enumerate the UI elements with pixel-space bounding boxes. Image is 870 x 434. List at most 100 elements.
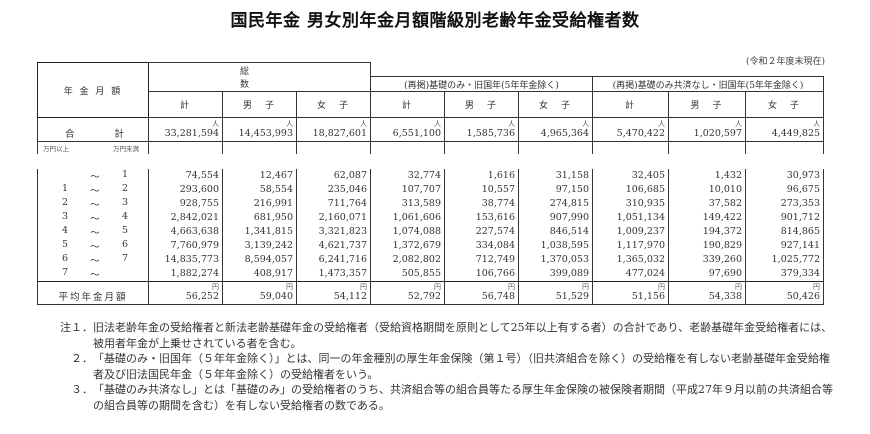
unit-label: 円 bbox=[360, 283, 367, 291]
unit-label: 人 bbox=[735, 119, 743, 128]
cell-value: 1,432 bbox=[668, 169, 746, 183]
cell-value: 10,010 bbox=[668, 183, 746, 197]
cell-value: 901,712 bbox=[745, 211, 824, 225]
group-header-total: 総 数 bbox=[147, 62, 405, 92]
pension-table-body: ～ 1 74,554 12,467 62,087 32,774 1,616 31,158 32,… bbox=[37, 169, 824, 305]
cell-value: 216,991 bbox=[222, 197, 297, 211]
cell-value: 56,748 bbox=[481, 291, 515, 302]
cell-value: 31,158 bbox=[518, 169, 593, 183]
range-from: 2 bbox=[61, 197, 69, 208]
unit-label: 円 bbox=[212, 283, 219, 291]
table-row: 1 ～ 2 293,600 58,554 235,046 107,707 10,557 97,1… bbox=[37, 183, 824, 197]
pension-table: 年 金 月 額 総 数 (再掲)基礎のみ・旧国年(5年年金除く) (再掲)基礎の… bbox=[37, 62, 825, 155]
unit-label: 人 bbox=[658, 119, 666, 128]
total-label: 合 bbox=[65, 128, 76, 140]
cell-value: 106,685 bbox=[592, 183, 669, 197]
cell-value: 51,156 bbox=[631, 291, 665, 302]
cell-value: 1,025,772 bbox=[745, 253, 824, 267]
unit-label: 人 bbox=[360, 119, 368, 128]
cell-value: 97,150 bbox=[518, 183, 593, 197]
footnote-number: ３． bbox=[60, 383, 93, 396]
cell-value: 96,675 bbox=[745, 183, 824, 197]
cell-value: 2,082,802 bbox=[370, 253, 445, 267]
group-header-kiso: (再掲)基礎のみ・旧国年(5年年金除く) bbox=[370, 76, 594, 92]
cell-value: 4,449,825 bbox=[771, 127, 821, 139]
cell-value: 273,353 bbox=[745, 197, 824, 211]
cell-value: 2,842,021 bbox=[148, 211, 223, 225]
footnote-number: ２． bbox=[60, 352, 93, 365]
cell-value: 7,760,979 bbox=[148, 239, 223, 253]
cell-value: 59,040 bbox=[259, 291, 293, 302]
range-tilde: ～ bbox=[90, 256, 100, 267]
cell-value: 38,774 bbox=[444, 197, 519, 211]
page-title: 国民年金 男女別年金月額階級別老齢年金受給権者数 bbox=[230, 11, 640, 31]
range-tilde: ～ bbox=[90, 270, 100, 281]
cell-value: 2,160,071 bbox=[296, 211, 371, 225]
total-label: 計 bbox=[114, 128, 125, 140]
cell-value: 51,529 bbox=[555, 291, 589, 302]
table-row: 7 ～ 1,882,274 408,917 1,473,357 505,855 106,76… bbox=[37, 267, 824, 282]
subheader-female: 女 子 bbox=[295, 91, 372, 118]
footnote-text: 「基礎のみ・旧国年（５年年金除く）」とは、同一の年金種別の厚生年金保険（第１号）… bbox=[93, 352, 830, 381]
table-row: 3 ～ 4 2,842,021 681,950 2,160,071 1,061,606 153… bbox=[37, 211, 824, 225]
average-row: 平均年金月額 円 56,252 円 59,040 円 54,112 円 52,792 円… bbox=[37, 281, 824, 305]
cell-value: 58,554 bbox=[222, 183, 297, 197]
table-row: 2 ～ 3 928,755 216,991 711,764 313,589 38,774 274… bbox=[37, 197, 824, 211]
unit-label: 人 bbox=[286, 119, 293, 128]
cell-value: 334,084 bbox=[444, 239, 519, 253]
cell-value: 1,616 bbox=[444, 169, 519, 183]
range-tilde: ～ bbox=[90, 200, 100, 211]
cell-value: 1,585,736 bbox=[466, 127, 516, 139]
cell-value: 74,554 bbox=[148, 169, 223, 183]
cell-value: 32,774 bbox=[370, 169, 445, 183]
cell-value: 293,600 bbox=[148, 183, 223, 197]
cell-value: 54,338 bbox=[708, 291, 742, 302]
cell-value: 1,372,679 bbox=[370, 239, 445, 253]
table-row: 6 ～ 7 14,835,773 8,594,057 6,241,716 2,082,802… bbox=[37, 253, 824, 267]
cell-value: 3,139,242 bbox=[222, 239, 297, 253]
range-to: 4 bbox=[121, 211, 129, 222]
unit-label: 人 bbox=[508, 119, 516, 128]
cell-value: 6,551,100 bbox=[392, 127, 442, 139]
range-from bbox=[55, 169, 75, 183]
cell-value: 12,467 bbox=[222, 169, 297, 183]
cell-value: 3,321,823 bbox=[296, 225, 371, 239]
range-to: 7 bbox=[121, 253, 129, 264]
cell-value: 379,334 bbox=[745, 267, 824, 282]
cell-value: 1,009,237 bbox=[592, 225, 669, 239]
unit-label: 人 bbox=[434, 119, 442, 128]
cell-value: 274,815 bbox=[518, 197, 593, 211]
cell-value: 1,370,053 bbox=[518, 253, 593, 267]
footnote-3: ３． 「基礎のみ共済なし」とは「基礎のみ」の受給権者のうち、共済組合等の組合員等… bbox=[60, 382, 840, 413]
cell-value: 4,965,364 bbox=[540, 127, 590, 139]
cell-value: 477,024 bbox=[592, 267, 669, 282]
unit-lower-label: 万円以上 bbox=[43, 145, 69, 154]
range-to: 3 bbox=[121, 197, 129, 208]
range-to: 2 bbox=[121, 183, 129, 194]
cell-value: 62,087 bbox=[296, 169, 371, 183]
cell-value: 194,372 bbox=[668, 225, 746, 239]
unit-upper-label: 万円未満 bbox=[113, 145, 139, 154]
cell-value: 30,973 bbox=[745, 169, 824, 183]
table-row: 4 ～ 5 4,663,638 1,341,815 3,321,823 1,074,088 2… bbox=[37, 225, 824, 239]
cell-value: 10,557 bbox=[444, 183, 519, 197]
range-tilde: ～ bbox=[90, 242, 100, 253]
cell-value: 153,616 bbox=[444, 211, 519, 225]
cell-value: 846,514 bbox=[518, 225, 593, 239]
unit-label: 円 bbox=[286, 283, 293, 291]
unit-label: 円 bbox=[508, 283, 515, 291]
footnote-2: ２． 「基礎のみ・旧国年（５年年金除く）」とは、同一の年金種別の厚生年金保険（第… bbox=[60, 351, 840, 382]
group-header-kiso-no-kyosai: (再掲)基礎のみ共済なし・旧国年(5年年金除く) bbox=[592, 76, 825, 92]
cell-value: 1,074,088 bbox=[370, 225, 445, 239]
cell-value: 5,470,422 bbox=[616, 127, 666, 139]
unit-label: 人 bbox=[582, 119, 590, 128]
range-tilde: ～ bbox=[90, 172, 100, 183]
total-row: 合計 人 33,281,594 人 14,453,993 人 18,827,601 人… bbox=[37, 117, 825, 142]
cell-value: 927,141 bbox=[745, 239, 824, 253]
unit-label: 円 bbox=[735, 283, 742, 291]
cell-value: 235,046 bbox=[296, 183, 371, 197]
cell-value: 408,917 bbox=[222, 267, 297, 282]
cell-value: 56,252 bbox=[185, 291, 219, 302]
cell-value: 1,020,597 bbox=[693, 127, 743, 139]
footnote-number: 注１． bbox=[60, 321, 93, 334]
